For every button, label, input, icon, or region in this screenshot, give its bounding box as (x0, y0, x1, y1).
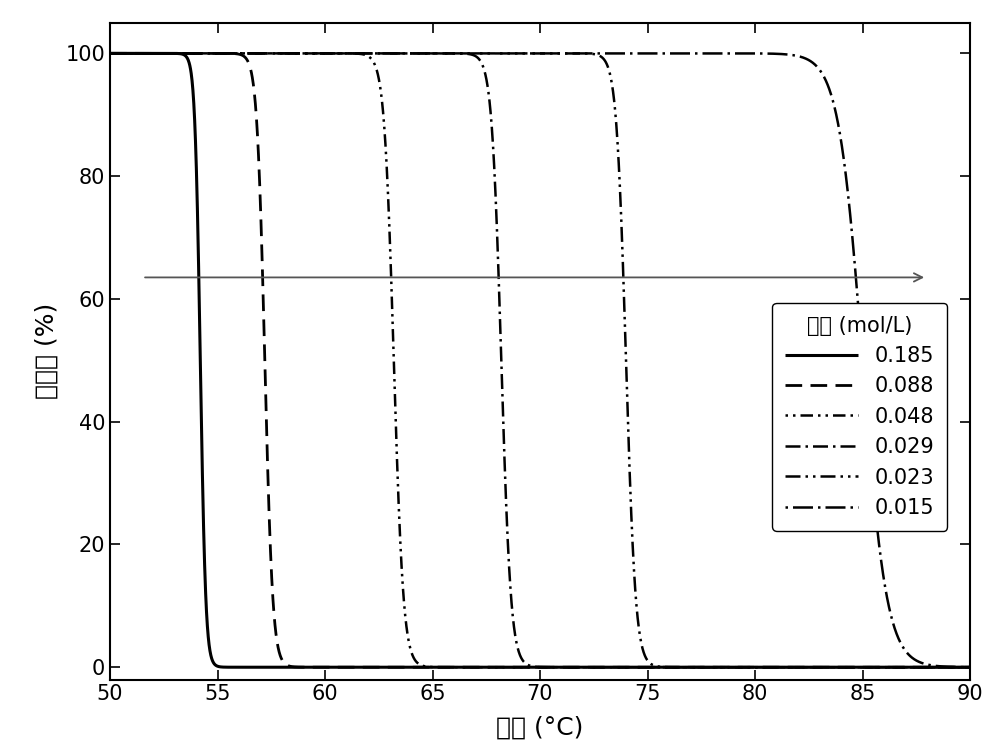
0.048 (746, 663, 758, 672)
0.015 (620, 49, 632, 58)
0.015 (104, 49, 116, 58)
0.088 (620, 663, 632, 672)
0.015 (811, 62, 823, 71)
0.023 (964, 663, 976, 672)
0.088 (964, 663, 976, 672)
0.015 (964, 663, 976, 672)
0.185 (811, 663, 823, 672)
0.088 (811, 663, 823, 672)
Legend: 0.185, 0.088, 0.048, 0.029, 0.023, 0.015: 0.185, 0.088, 0.048, 0.029, 0.023, 0.015 (772, 303, 947, 531)
0.048 (104, 49, 116, 58)
Y-axis label: 透射率 (%): 透射率 (%) (34, 303, 58, 399)
Line: 0.185: 0.185 (110, 54, 970, 667)
0.015 (663, 49, 675, 58)
0.023 (433, 49, 445, 58)
0.088 (746, 663, 758, 672)
0.185 (620, 663, 632, 672)
0.023 (260, 49, 272, 58)
Line: 0.023: 0.023 (110, 54, 970, 667)
0.088 (104, 49, 116, 58)
0.029 (620, 663, 632, 672)
Line: 0.048: 0.048 (110, 54, 970, 667)
0.185 (433, 663, 445, 672)
X-axis label: 温度 (°C): 温度 (°C) (496, 716, 584, 739)
0.029 (260, 49, 272, 58)
0.029 (746, 663, 758, 672)
0.088 (433, 663, 445, 672)
0.048 (433, 663, 445, 672)
0.048 (620, 663, 632, 672)
0.048 (964, 663, 976, 672)
0.029 (104, 49, 116, 58)
0.088 (260, 411, 272, 420)
0.185 (964, 663, 976, 672)
0.048 (663, 663, 675, 672)
0.185 (104, 49, 116, 58)
Line: 0.029: 0.029 (110, 54, 970, 667)
0.048 (811, 663, 823, 672)
0.029 (964, 663, 976, 672)
0.015 (746, 49, 758, 58)
0.088 (663, 663, 675, 672)
0.029 (663, 663, 675, 672)
Line: 0.088: 0.088 (110, 54, 970, 667)
0.023 (811, 663, 823, 672)
0.023 (746, 663, 758, 672)
0.023 (620, 348, 632, 357)
0.185 (663, 663, 675, 672)
0.015 (433, 49, 445, 58)
0.023 (663, 663, 675, 672)
0.023 (104, 49, 116, 58)
0.029 (433, 49, 445, 58)
Line: 0.015: 0.015 (110, 54, 970, 667)
0.015 (260, 49, 272, 58)
0.185 (260, 663, 272, 672)
0.185 (746, 663, 758, 672)
0.029 (811, 663, 823, 672)
0.048 (260, 49, 272, 58)
